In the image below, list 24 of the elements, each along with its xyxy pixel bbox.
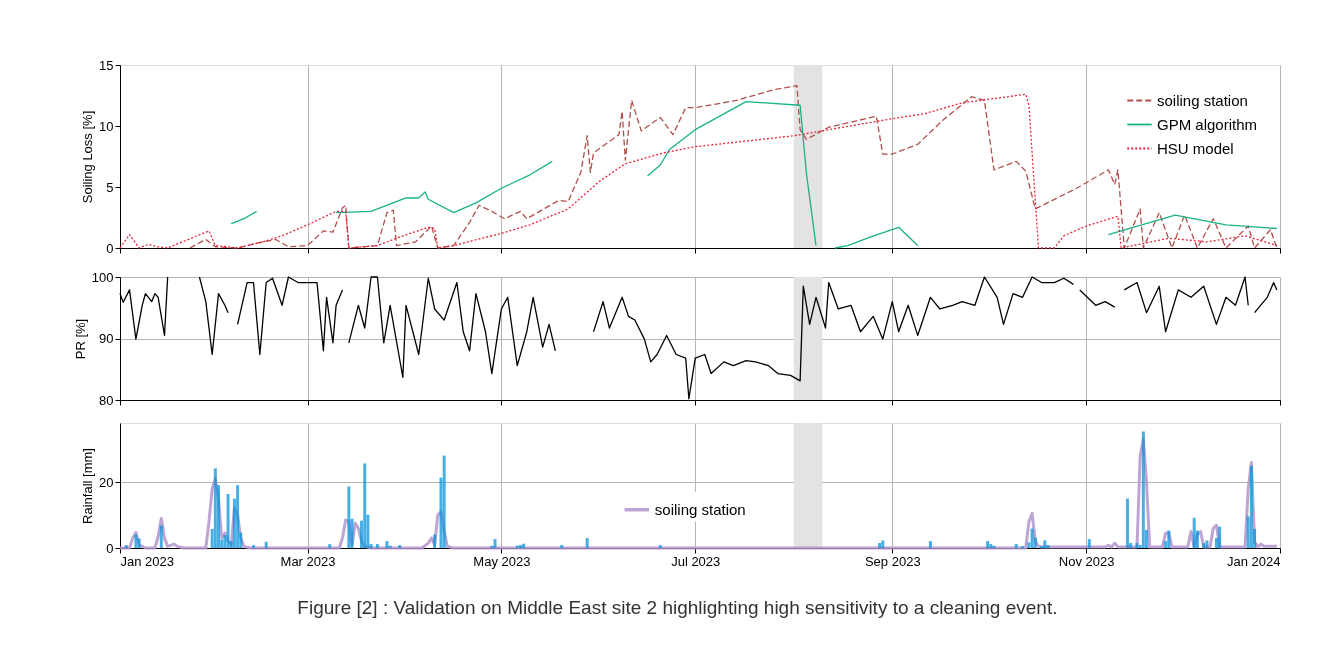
x-tick-label: Jan 2024 <box>1227 553 1281 569</box>
x-tick-label: Nov 2023 <box>1058 553 1115 569</box>
x-tick-label: Sep 2023 <box>864 553 921 569</box>
y-axis-title: PR [%] <box>72 318 88 360</box>
x-tick-label: May 2023 <box>473 553 531 569</box>
y-tick-label: 5 <box>106 179 114 195</box>
legend-label: soiling station <box>654 500 746 518</box>
legend-label: HSU model <box>1157 139 1234 157</box>
x-tick-label: Jan 2023 <box>120 553 174 569</box>
y-tick-label: 80 <box>99 392 114 408</box>
x-tick-label: Mar 2023 <box>280 553 336 569</box>
y-axis-title: Rainfall [mm] <box>80 448 96 524</box>
text: Figure [2] : Validation on Middle East site 2 highlighting high sensitivity to a cleaning event. <box>297 596 1058 618</box>
y-tick-label: 100 <box>91 269 114 285</box>
legend-label: soiling station <box>1157 91 1248 109</box>
y-tick-label: 10 <box>99 118 114 134</box>
legend-label: GPM algorithm <box>1157 115 1258 133</box>
y-tick-label: 90 <box>99 331 114 346</box>
y-tick-label: 15 <box>99 57 114 73</box>
y-tick-label: 0 <box>106 240 114 256</box>
x-tick-label: Jul 2023 <box>671 553 721 569</box>
y-tick-label: 20 <box>99 474 114 490</box>
y-axis-title: Soiling Loss [%] <box>80 110 96 204</box>
y-tick-label: 0 <box>106 540 114 556</box>
